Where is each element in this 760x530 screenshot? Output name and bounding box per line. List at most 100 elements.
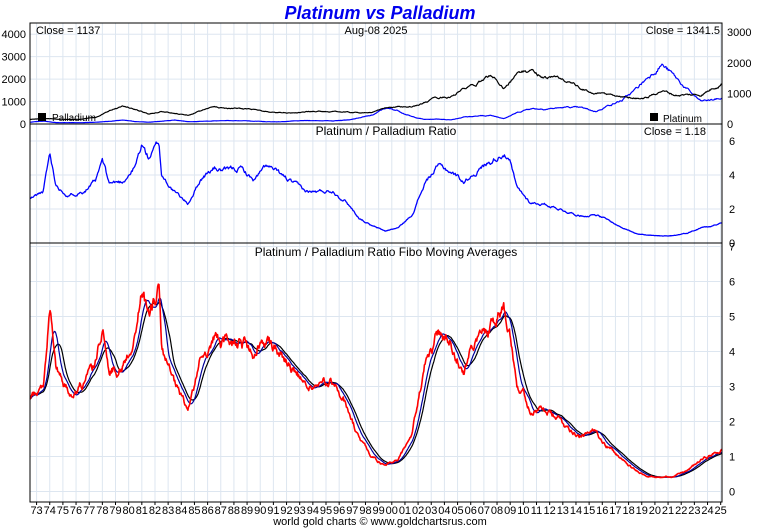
x-tick-label: 89	[241, 505, 253, 517]
x-tick-label: 05	[451, 505, 463, 517]
x-tick-label: 74	[44, 505, 56, 517]
x-tick-label: 14	[570, 505, 582, 517]
x-tick-label: 25	[715, 505, 727, 517]
x-tick-label: 86	[201, 505, 213, 517]
fibo-tick-label: 0	[729, 487, 735, 499]
tick-layer: 0100020003000400001000200030000246012345…	[2, 27, 752, 517]
right-close-label: Close = 1341.5	[646, 25, 720, 37]
x-tick-label: 78	[96, 505, 108, 517]
palladium-series-line	[30, 63, 722, 124]
left-close-label: Close = 1137	[36, 25, 100, 37]
price-right-tick-label: 2000	[727, 58, 751, 70]
x-tick-label: 03	[425, 505, 437, 517]
x-tick-label: 07	[478, 505, 490, 517]
fibo-panel-title: Platinum / Palladium Ratio Fibo Moving A…	[255, 245, 518, 259]
x-tick-label: 09	[504, 505, 516, 517]
x-tick-label: 21	[662, 505, 674, 517]
x-tick-label: 22	[675, 505, 687, 517]
fibo-tick-label: 5	[729, 312, 735, 324]
frame-layer	[29, 22, 723, 503]
x-tick-label: 08	[491, 505, 503, 517]
x-tick-label: 17	[609, 505, 621, 517]
x-tick-label: 83	[162, 505, 174, 517]
x-tick-label: 85	[188, 505, 200, 517]
ratio-tick-label: 2	[729, 204, 735, 216]
x-tick-label: 99	[373, 505, 385, 517]
x-tick-label: 92	[280, 505, 292, 517]
fibo-tick-label: 6	[729, 277, 735, 289]
ratio-close-label: Close = 1.18	[644, 126, 706, 138]
x-tick-label: 00	[386, 505, 398, 517]
x-tick-label: 91	[267, 505, 279, 517]
x-tick-label: 04	[438, 505, 450, 517]
price-left-tick-label: 1000	[2, 97, 26, 109]
fibo-tick-label: 3	[729, 382, 735, 394]
price-left-tick-label: 4000	[2, 29, 26, 41]
x-tick-label: 96	[333, 505, 345, 517]
x-tick-label: 23	[688, 505, 700, 517]
price-right-tick-label: 0	[727, 119, 733, 131]
x-tick-label: 76	[70, 505, 82, 517]
x-tick-label: 15	[583, 505, 595, 517]
fibo-ma-short-line	[29, 297, 723, 478]
x-tick-label: 20	[649, 505, 661, 517]
x-tick-label: 80	[123, 505, 135, 517]
x-tick-label: 93	[294, 505, 306, 517]
fibo-panel-frame	[29, 242, 723, 503]
palladium-legend-label: Palladium	[52, 113, 96, 124]
fibo-tick-label: 1	[729, 452, 735, 464]
x-tick-label: 02	[412, 505, 424, 517]
x-tick-label: 90	[254, 505, 266, 517]
x-tick-label: 13	[557, 505, 569, 517]
x-tick-label: 94	[307, 505, 319, 517]
x-tick-label: 77	[83, 505, 95, 517]
label-layer: Aug-08 2025 Close = 1137 Close = 1341.5 …	[36, 25, 720, 259]
ratio-panel-title: Platinum / Palladium Ratio	[316, 124, 457, 138]
x-tick-label: 01	[399, 505, 411, 517]
grid-layer	[30, 23, 722, 502]
x-tick-label: 06	[465, 505, 477, 517]
x-tick-label: 97	[346, 505, 358, 517]
fibo-tick-label: 7	[729, 242, 735, 254]
platinum-legend-label: Platinum	[663, 114, 702, 125]
chart-title: Platinum vs Palladium	[284, 3, 476, 23]
x-tick-label: 84	[175, 505, 187, 517]
x-tick-label: 10	[517, 505, 529, 517]
fibo-ratio-line	[29, 283, 723, 479]
palladium-legend-swatch	[38, 113, 46, 121]
price-left-tick-label: 3000	[2, 52, 26, 64]
price-left-tick-label: 0	[20, 119, 26, 131]
footer-credit: world gold charts © www.goldchartsrus.co…	[273, 516, 487, 528]
x-tick-label: 81	[136, 505, 148, 517]
x-tick-label: 11	[531, 505, 542, 517]
platinum-legend-swatch	[650, 113, 658, 121]
fibo-tick-label: 2	[729, 417, 735, 429]
x-tick-label: 79	[109, 505, 121, 517]
x-tick-label: 18	[622, 505, 634, 517]
x-tick-label: 88	[228, 505, 240, 517]
ratio-tick-label: 6	[729, 136, 735, 148]
fibo-tick-label: 4	[729, 347, 735, 359]
date-label: Aug-08 2025	[345, 25, 408, 37]
x-tick-label: 87	[215, 505, 227, 517]
series-layer	[29, 63, 723, 479]
fibo-ma-long-line	[29, 301, 723, 478]
price-right-tick-label: 1000	[727, 88, 751, 100]
x-tick-label: 24	[701, 505, 713, 517]
ratio-tick-label: 0	[729, 238, 735, 250]
x-tick-label: 75	[57, 505, 69, 517]
price-left-tick-label: 2000	[2, 74, 26, 86]
price-right-tick-label: 3000	[727, 27, 751, 39]
ratio-tick-label: 4	[729, 170, 735, 182]
platinum-series-line	[30, 68, 723, 121]
x-tick-label: 73	[30, 505, 42, 517]
x-tick-label: 16	[596, 505, 608, 517]
x-tick-label: 12	[544, 505, 556, 517]
ratio-series-line	[29, 141, 723, 237]
x-tick-label: 82	[149, 505, 161, 517]
x-tick-label: 98	[359, 505, 371, 517]
x-tick-label: 19	[636, 505, 648, 517]
x-tick-label: 95	[320, 505, 332, 517]
